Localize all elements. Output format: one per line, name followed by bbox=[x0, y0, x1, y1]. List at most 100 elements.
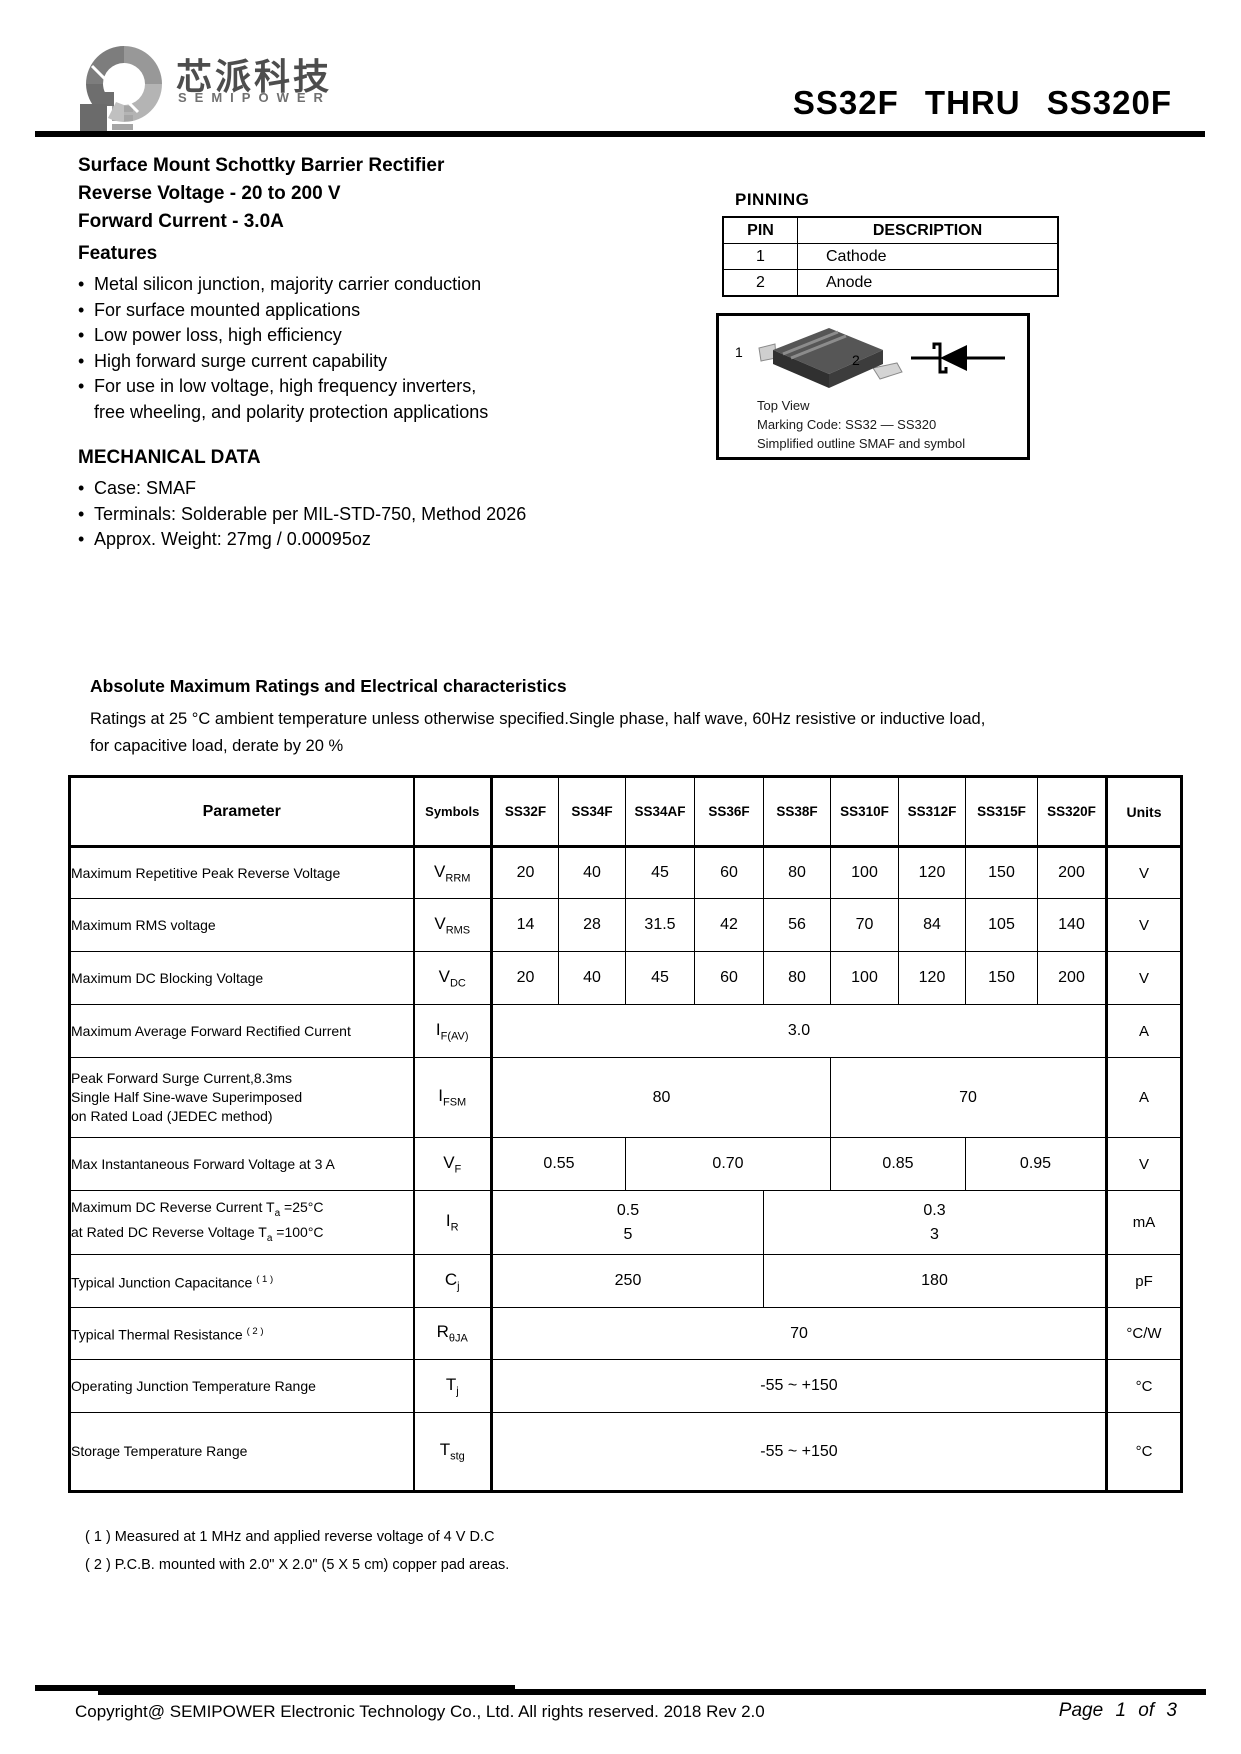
value-cell: 250 bbox=[491, 1254, 764, 1308]
value-cell: 105 bbox=[965, 898, 1038, 952]
value-cell: 20 bbox=[491, 951, 559, 1005]
parameter-cell: Maximum RMS voltage bbox=[69, 898, 415, 952]
package-top-view-graphic bbox=[758, 328, 903, 388]
value-cell: 0.5 5 bbox=[491, 1190, 764, 1255]
symbol-cell: VRRM bbox=[413, 846, 493, 899]
table-row: Typical Junction Capacitance ( 1 ) Cj 250 1… bbox=[69, 1254, 1182, 1308]
list-item-text: free wheeling, and polarity protection a… bbox=[94, 401, 489, 422]
parameter-line: at Rated DC Reverse Voltage Ta =100°C bbox=[71, 1223, 324, 1244]
parameter-cell: Maximum Average Forward Rectified Curren… bbox=[69, 1004, 415, 1058]
diode-symbol-icon bbox=[911, 342, 1005, 374]
parameter-line: Maximum Average Forward Rectified Curren… bbox=[71, 1022, 351, 1039]
symbol-cell: Cj bbox=[413, 1254, 493, 1308]
value-cell: 45 bbox=[625, 846, 695, 899]
ratings-title: Absolute Maximum Ratings and Electrical … bbox=[90, 676, 567, 696]
value-cell: 200 bbox=[1037, 846, 1107, 899]
symbol-cell: VF bbox=[413, 1137, 493, 1191]
doc-title: SS32F THRU SS320F bbox=[792, 84, 1172, 121]
unit-cell: pF bbox=[1105, 1254, 1182, 1308]
value-cell: 180 bbox=[763, 1254, 1107, 1308]
parameter-cell: Maximum DC Blocking Voltage bbox=[69, 951, 415, 1005]
parameter-cell: Maximum Repetitive Peak Reverse Voltage bbox=[69, 846, 415, 899]
pin-table-grid: PIN DESCRIPTION 1 Cathode 2 Anode bbox=[722, 216, 1059, 297]
bullet-icon: • bbox=[78, 274, 85, 294]
list-item: • Terminals: Solderable per MIL-STD-750, … bbox=[78, 502, 678, 528]
table-header-part: SS34F bbox=[558, 776, 626, 848]
table-row: Typical Thermal Resistance ( 2 ) RθJA 70 °C… bbox=[69, 1307, 1182, 1360]
footnote: ( 1 ) Measured at 1 MHz and applied reve… bbox=[85, 1529, 495, 1545]
table-row: Maximum DC Reverse Current Ta =25°C at Ra… bbox=[69, 1190, 1182, 1255]
subtitle-block: Surface Mount Schottky Barrier Rectifier… bbox=[78, 152, 444, 236]
unit-cell: V bbox=[1105, 898, 1182, 952]
value-cell: 31.5 bbox=[625, 898, 695, 952]
value-cell: 0.70 bbox=[625, 1137, 831, 1191]
table-header-units: Units bbox=[1105, 776, 1182, 848]
value-cell: 40 bbox=[558, 846, 626, 899]
list-item-text: For surface mounted applications bbox=[94, 299, 361, 320]
footer-rule bbox=[35, 1685, 515, 1691]
symbol-cell: VRMS bbox=[413, 898, 493, 952]
value-cell: 0.55 bbox=[491, 1137, 626, 1191]
value-cell: 80 bbox=[763, 846, 831, 899]
pin-table-header-row: PIN DESCRIPTION bbox=[722, 216, 1059, 244]
bullet-icon: • bbox=[78, 529, 85, 549]
value-cell: 140 bbox=[1037, 898, 1107, 952]
table-row: Operating Junction Temperature Range Tj -5… bbox=[69, 1359, 1182, 1413]
header-rule bbox=[35, 131, 1205, 137]
ratings-heading-block: Absolute Maximum Ratings and Electrical … bbox=[90, 676, 1180, 760]
symbol-cell: Tj bbox=[413, 1359, 493, 1413]
value-cell: 45 bbox=[625, 951, 695, 1005]
logo-ring-icon bbox=[80, 46, 162, 131]
value-cell: 120 bbox=[898, 951, 966, 1005]
symbol-cell: RθJA bbox=[413, 1307, 493, 1360]
table-header-row: Parameter Symbols SS32F SS34F SS34AF SS36F SS3… bbox=[69, 776, 1182, 848]
parameter-line: Single Half Sine-wave Superimposed bbox=[71, 1089, 303, 1105]
unit-cell: mA bbox=[1105, 1190, 1182, 1255]
table-header-part: SS320F bbox=[1037, 776, 1107, 848]
pin-description-cell: Cathode bbox=[797, 243, 1059, 270]
features-title: Features bbox=[78, 243, 158, 264]
table-header-part: SS36F bbox=[694, 776, 764, 848]
list-item-text: Case: SMAF bbox=[94, 478, 197, 498]
unit-cell: °C bbox=[1105, 1412, 1182, 1492]
parameter-cell: Maximum DC Reverse Current Ta =25°C at Ra… bbox=[69, 1190, 415, 1255]
subtitle-line: Surface Mount Schottky Barrier Rectifier bbox=[78, 155, 445, 176]
parameter-line: Peak Forward Surge Current,8.3ms bbox=[71, 1070, 292, 1086]
pin1-label: 1 bbox=[735, 344, 743, 360]
mechanical-list: • Case: SMAF • Terminals: Solderable per MI… bbox=[78, 476, 678, 553]
parameter-line: Maximum DC Reverse Current Ta =25°C bbox=[71, 1198, 324, 1219]
value-cell: 84 bbox=[898, 898, 966, 952]
table-header-part: SS32F bbox=[491, 776, 559, 848]
table-row: Max Instantaneous Forward Voltage at 3 A… bbox=[69, 1137, 1182, 1191]
list-item-text: Metal silicon junction, majority carrier… bbox=[94, 274, 482, 294]
pinning-title: PINNING bbox=[735, 190, 810, 209]
table-row: Storage Temperature Range Tstg -55 ~ +150 °… bbox=[69, 1412, 1182, 1492]
ratings-note-line2: for capacitive load, derate by 20 % bbox=[90, 737, 344, 755]
unit-cell: A bbox=[1105, 1057, 1182, 1138]
brand-name-en: SEMIPOWER bbox=[178, 90, 331, 105]
parameter-line: Typical Thermal Resistance ( 2 ) bbox=[71, 1326, 264, 1343]
copyright-text: Copyright@ SEMIPOWER Electronic Technolo… bbox=[75, 1702, 765, 1721]
bullet-icon: • bbox=[78, 350, 85, 371]
unit-cell: °C bbox=[1105, 1359, 1182, 1413]
mechanical-section: MECHANICAL DATA • Case: SMAF • Terminals: S… bbox=[78, 447, 678, 553]
pin-table-header-cell: DESCRIPTION bbox=[797, 216, 1059, 244]
parameter-line: Maximum Repetitive Peak Reverse Voltage bbox=[71, 864, 341, 881]
value-cell: 150 bbox=[965, 951, 1038, 1005]
value-cell: 120 bbox=[898, 846, 966, 899]
ratings-table-grid: Parameter Symbols SS32F SS34F SS34AF SS36F SS3… bbox=[68, 775, 1183, 1493]
table-row: Maximum DC Blocking Voltage VDC 20 40 45 60 80… bbox=[69, 951, 1182, 1005]
parameter-cell: Storage Temperature Range bbox=[69, 1412, 415, 1492]
table-header-part: SS312F bbox=[898, 776, 966, 848]
package-caption: Marking Code: SS32 — SS320 bbox=[757, 417, 937, 432]
pin2-label: 2 bbox=[852, 352, 860, 368]
list-item: • High forward surge current capability bbox=[78, 349, 658, 375]
value-cell: 40 bbox=[558, 951, 626, 1005]
footnotes-block: ( 1 ) Measured at 1 MHz and applied reve… bbox=[85, 1524, 509, 1579]
symbol-cell: IF(AV) bbox=[413, 1004, 493, 1058]
value-cell: -55 ~ +150 bbox=[491, 1359, 1107, 1413]
symbol-cell: VDC bbox=[413, 951, 493, 1005]
unit-cell: V bbox=[1105, 951, 1182, 1005]
table-header-symbols: Symbols bbox=[413, 776, 493, 848]
parameter-line: Max Instantaneous Forward Voltage at 3 A bbox=[71, 1155, 335, 1172]
